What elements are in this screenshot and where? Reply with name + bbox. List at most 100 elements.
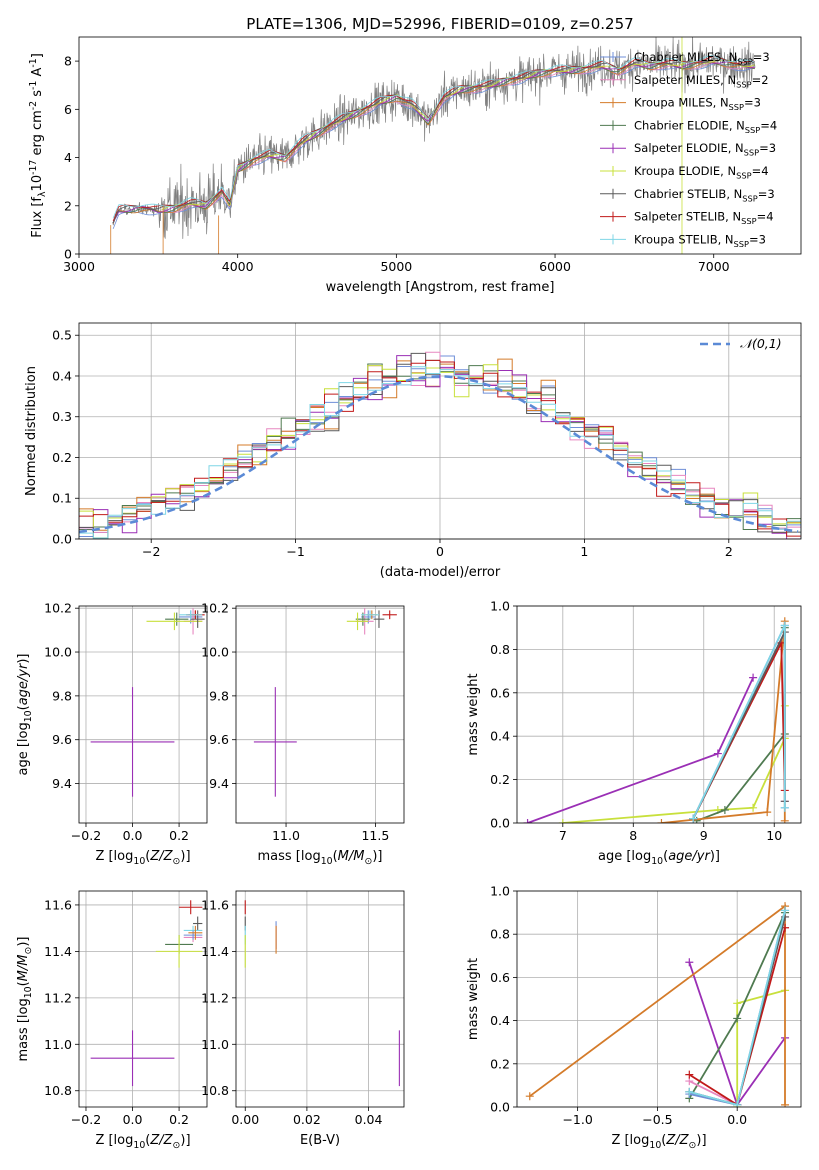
model-spectrum-kroupa-miles — [112, 61, 755, 224]
y-tick-label: 1.0 — [490, 599, 510, 614]
label-fragment: SSP — [744, 148, 759, 158]
x-tick-label: 0.0 — [727, 1112, 747, 1127]
label-fragment: 10 — [23, 710, 34, 722]
y-tick-label: 0.2 — [490, 1056, 510, 1071]
label-fragment: =4 — [760, 118, 777, 132]
x-tick-label: −0.5 — [642, 1112, 672, 1127]
label-fragment: Z/Z — [665, 1133, 689, 1148]
x-tick-label: −1 — [286, 544, 304, 559]
label-fragment: )] — [372, 849, 382, 864]
label-fragment: Chabrier ELODIE, N — [634, 118, 745, 132]
weight-marker-chabrier-elodie — [720, 805, 729, 814]
y-tick-label: 9.6 — [52, 732, 72, 747]
model-spectrum-kroupa-stelib — [112, 55, 755, 219]
legend-label-kroupa-miles: Kroupa MILES, NSSP=3 — [634, 96, 761, 112]
legend-label-salpeter-miles: Salpeter MILES, NSSP=2 — [634, 73, 769, 89]
y-tick-label: 0 — [64, 247, 72, 262]
weight-marker-kroupa-elodie — [558, 819, 567, 823]
label-fragment: =3 — [753, 50, 770, 64]
x-tick-label: 6000 — [539, 259, 571, 274]
x-tick-label: 4000 — [222, 259, 254, 274]
label-fragment: -1 — [28, 58, 39, 67]
y-tick-label: 10.0 — [44, 645, 72, 660]
label-fragment: =4 — [752, 164, 769, 178]
label-fragment: 𝒩(0,1) — [740, 336, 782, 351]
label-fragment: ] — [30, 53, 45, 58]
plot-area — [244, 900, 400, 1087]
label-fragment: 10 — [651, 856, 663, 867]
label-fragment: ⊙ — [173, 856, 181, 867]
label-fragment: =3 — [744, 96, 761, 110]
x-axis-label: Z [log10(Z/Z⊙)] — [611, 1133, 706, 1151]
weight-marker-kroupa-miles — [780, 816, 789, 823]
label-fragment: SSP — [745, 125, 760, 135]
x-axis-label: (data-model)/error — [380, 565, 501, 580]
label-fragment: =2 — [752, 73, 769, 87]
axes-frame — [78, 605, 208, 824]
normal-distribution-curve — [79, 375, 799, 534]
label-fragment: mass [log — [258, 849, 321, 864]
label-fragment: SSP — [736, 79, 751, 89]
y-tick-label: 11.6 — [201, 897, 229, 912]
y-tick-label: 0.5 — [52, 328, 72, 343]
label-fragment: -2 — [28, 101, 39, 110]
label-fragment: Z [log — [95, 1133, 133, 1148]
weight-marker-kroupa-miles — [525, 1092, 534, 1101]
label-fragment: Kroupa STELIB, N — [634, 232, 734, 246]
x-tick-label: 11.0 — [272, 828, 300, 843]
label-fragment: mass weight — [466, 673, 481, 755]
weight-marker-kroupa-stelib — [780, 803, 789, 812]
weight-marker-salpeter-elodie — [685, 958, 694, 967]
y-tick-label: 9.4 — [52, 776, 72, 791]
x-tick-label: 0.0 — [123, 828, 143, 843]
label-fragment: =3 — [759, 141, 776, 155]
y-axis-label: Flux [fλ10-17 erg cm-2 s-1 A-1] — [28, 53, 48, 238]
x-tick-label: 10 — [766, 828, 782, 843]
y-tick-label: 0.4 — [490, 1013, 510, 1028]
massweight-vs-metallicity-axes: −1.0 −0.5 0.0 0.0 0.2 0.4 0.6 0.8 1.0 Z [log10(Z/… — [466, 884, 802, 1151]
label-fragment: SSP — [734, 239, 749, 249]
age-vs-mass-axes: 11.0 11.5 9.4 9.6 9.8 10.0 10.2 mass [log10(M/M… — [201, 601, 405, 867]
weight-marker-kroupa-stelib — [685, 1087, 694, 1096]
plot-area — [253, 608, 397, 797]
observed-spectrum-line — [112, 37, 756, 239]
y-tick-label: 9.8 — [52, 688, 72, 703]
y-tick-label: 10.2 — [44, 601, 72, 616]
label-fragment: s — [30, 90, 45, 101]
mass-vs-metallicity-axes: −0.2 0.0 0.210.811.011.211.411.6Z [log10(Z… — [16, 890, 208, 1151]
weight-marker-salpeter-elodie — [523, 819, 532, 823]
figure-title: PLATE=1306, MJD=52996, FIBERID=0109, z=0… — [246, 15, 633, 33]
weight-marker-kroupa-stelib — [689, 814, 698, 823]
residuals-axes: −2 −1 0 1 2 0.0 0.1 0.2 0.3 0.4 0.5 (data-model)/er… — [24, 322, 802, 580]
legend-label-salpeter-elodie: Salpeter ELODIE, NSSP=3 — [634, 141, 776, 157]
weight-marker-salpeter-stelib — [685, 1070, 694, 1079]
weight-marker-kroupa-stelib — [780, 621, 789, 630]
label-fragment: ⊙ — [689, 1140, 697, 1151]
label-fragment: 10 — [649, 1140, 661, 1151]
y-tick-label: 0.0 — [52, 532, 72, 547]
label-fragment: Z [log — [95, 849, 133, 864]
y-tick-label: 1.0 — [490, 884, 510, 899]
weight-marker-kroupa-elodie — [733, 999, 742, 1008]
label-fragment: =4 — [757, 210, 774, 224]
label-fragment: Kroupa MILES, N — [634, 96, 729, 110]
y-tick-label: 9.4 — [209, 776, 229, 791]
label-fragment: =3 — [749, 232, 766, 246]
x-tick-label: 1 — [580, 544, 588, 559]
weight-marker-kroupa-miles — [657, 819, 666, 823]
label-fragment: )] — [16, 653, 31, 663]
x-tick-label: 0.04 — [355, 1112, 383, 1127]
y-tick-label: 0.6 — [490, 970, 510, 985]
weight-line-salpeter-elodie — [527, 677, 754, 823]
plot-area — [79, 351, 801, 539]
y-tick-label: 0.2 — [52, 450, 72, 465]
y-tick-label: 10.2 — [201, 601, 229, 616]
label-fragment: Salpeter MILES, N — [634, 73, 736, 87]
y-axis-label: mass [log10(M/M⊙)] — [16, 937, 34, 1062]
mass-vs-ebv-axes: 0.00 0.02 0.04 10.8 11.0 11.2 11.4 11.6 E(B-V) — [201, 890, 405, 1148]
spectrum-axes: 3000 4000 5000 6000 7000 0 2 4 6 8 wavelength [Ang… — [28, 36, 802, 295]
plot-area — [90, 900, 203, 1087]
label-fragment: Z [log — [611, 1133, 649, 1148]
